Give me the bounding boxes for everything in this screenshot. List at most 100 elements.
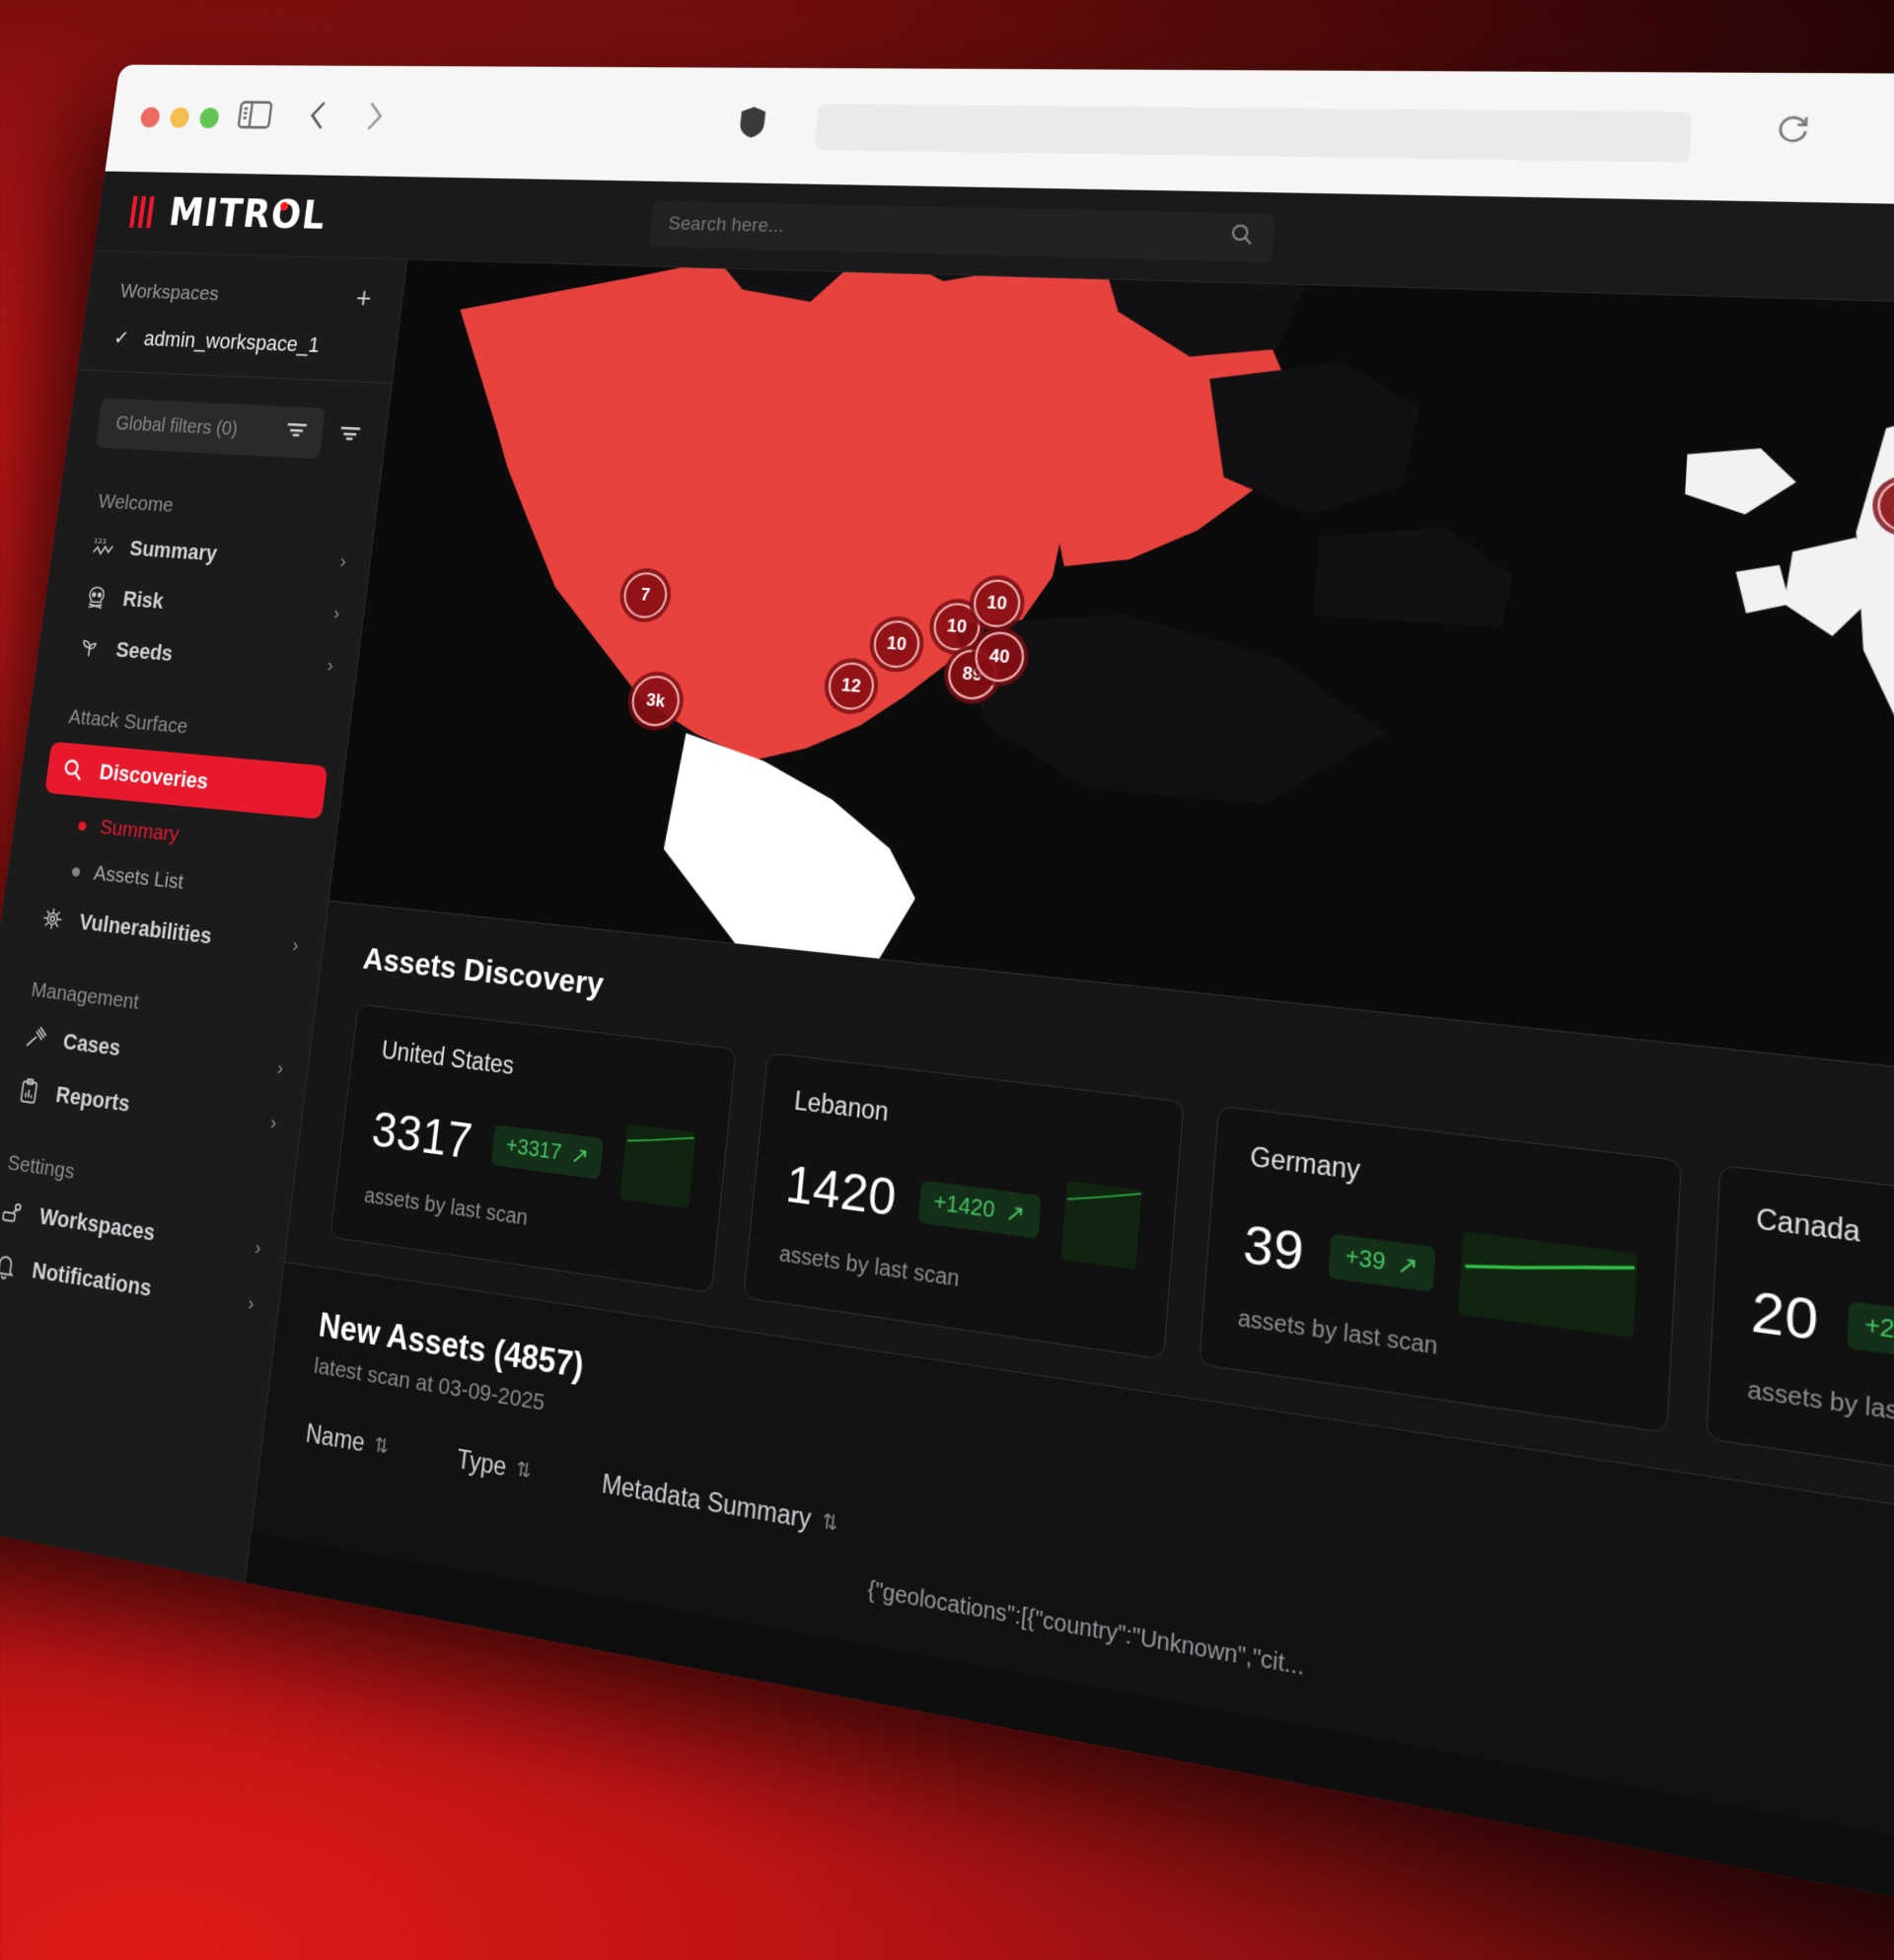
delta-value: +1420 <box>932 1190 995 1224</box>
sidebar-toggle-icon[interactable] <box>235 99 274 135</box>
sidebar-item-label: Notifications <box>31 1257 153 1303</box>
zoom-window-button[interactable] <box>198 108 220 128</box>
column-label: Name <box>304 1418 366 1458</box>
delta-value: +39 <box>1345 1244 1387 1276</box>
map-marker-label: 3k <box>629 674 682 728</box>
country-value: 1420 <box>783 1153 899 1229</box>
sort-icon[interactable]: ⇅ <box>373 1433 391 1459</box>
shield-icon <box>737 106 768 145</box>
country-card[interactable]: Canada 20 +20 ↗ a <box>1705 1165 1894 1516</box>
gavel-icon <box>24 1023 50 1053</box>
sidebar-item-label: Cases <box>61 1028 121 1061</box>
bullet-icon <box>72 867 81 877</box>
sort-icon[interactable]: ⇅ <box>515 1458 533 1485</box>
trend-up-icon: ↗ <box>570 1141 591 1171</box>
country-name: Lebanon <box>793 1086 1147 1160</box>
address-bar[interactable] <box>814 104 1692 162</box>
search-icon <box>60 756 86 783</box>
country-card[interactable]: United States 3317 +3317 ↗ <box>329 1004 736 1294</box>
global-filters-input[interactable]: Global filters (0) <box>96 398 326 459</box>
sidebar-item-label: Workspaces <box>37 1202 156 1247</box>
screenshot-stage: MITROL Search here... Workspaces + <box>0 0 1894 1263</box>
workspace-icon <box>0 1197 26 1227</box>
numbers-chart-icon: 123 <box>91 534 116 560</box>
global-search-input[interactable]: Search here... <box>649 200 1275 262</box>
sparkline <box>1060 1181 1142 1270</box>
sidebar-item-label: Summary <box>128 536 219 566</box>
logo-bars-icon <box>129 195 155 228</box>
check-icon: ✓ <box>112 326 130 350</box>
filter-icon[interactable] <box>283 419 310 446</box>
skull-icon <box>84 584 109 611</box>
map-marker-label: 10 <box>872 619 922 670</box>
chevron-right-icon: › <box>326 655 334 678</box>
delta-value: +3317 <box>505 1133 563 1166</box>
chevron-right-icon: › <box>338 551 347 574</box>
add-workspace-button[interactable]: + <box>355 289 373 309</box>
workspace-name: admin_workspace_1 <box>143 327 322 358</box>
sprout-icon <box>77 634 103 661</box>
global-filters-row: Global filters (0) <box>66 370 392 472</box>
forward-icon[interactable] <box>360 100 388 137</box>
global-search-placeholder: Search here... <box>667 213 784 238</box>
chevron-right-icon: › <box>254 1237 262 1262</box>
sidebar-item-label: Risk <box>121 586 165 615</box>
reload-icon[interactable] <box>1774 112 1812 152</box>
sidebar-item-label: Vulnerabilities <box>78 908 214 950</box>
bug-icon <box>39 905 65 933</box>
country-value: 20 <box>1750 1277 1821 1354</box>
sort-icon[interactable]: ⇅ <box>821 1509 839 1537</box>
country-card[interactable]: Germany 39 +39 ↗ <box>1199 1106 1682 1434</box>
delta-badge: +20 ↗ <box>1847 1300 1894 1362</box>
delta-badge: +1420 ↗ <box>918 1180 1042 1238</box>
sparkline <box>1458 1231 1638 1338</box>
trend-up-icon: ↗ <box>1396 1249 1419 1281</box>
country-value: 3317 <box>369 1100 475 1171</box>
delta-badge: +3317 ↗ <box>491 1125 604 1179</box>
close-window-button[interactable] <box>140 108 162 128</box>
bell-icon <box>0 1251 19 1281</box>
table-column-metadata-summary[interactable]: Metadata Summary ⇅ <box>601 1469 839 1540</box>
country-value: 39 <box>1241 1211 1306 1283</box>
brand-logo[interactable]: MITROL <box>97 189 413 240</box>
main-content: 7 3k 12 10 10 89 <box>246 177 1894 1960</box>
chevron-right-icon: › <box>247 1292 255 1317</box>
back-icon[interactable] <box>304 100 331 137</box>
sidebar-item-label: Reports <box>54 1081 131 1118</box>
browser-window: MITROL Search here... Workspaces + <box>0 65 1894 1960</box>
country-name: United States <box>380 1036 701 1104</box>
chevron-right-icon: › <box>291 934 300 958</box>
column-label: Type <box>456 1444 508 1483</box>
search-icon[interactable] <box>1228 222 1255 253</box>
table-column-name[interactable]: Name ⇅ <box>304 1418 390 1462</box>
brand-wordmark: MITROL <box>167 190 328 238</box>
country-footer: assets by last scan <box>1747 1377 1894 1469</box>
map-marker-label: 12 <box>827 661 876 711</box>
trend-up-icon: ↗ <box>1004 1198 1026 1229</box>
workspaces-label: Workspaces <box>119 280 221 306</box>
minimize-window-button[interactable] <box>169 108 190 128</box>
country-name: Germany <box>1249 1141 1640 1222</box>
delta-value: +20 <box>1864 1312 1894 1347</box>
map-marker-label: 7 <box>621 571 669 619</box>
table-column-type[interactable]: Type ⇅ <box>456 1444 534 1488</box>
country-card[interactable]: Lebanon 1420 +1420 ↗ <box>743 1053 1185 1360</box>
column-label: Metadata Summary <box>601 1469 813 1536</box>
sidebar-item-label: Discoveries <box>98 759 209 795</box>
chevron-right-icon: › <box>332 603 341 625</box>
workspaces-header: Workspaces + <box>87 252 406 313</box>
map-marker-label: 40 <box>973 630 1026 684</box>
map-marker-label: 10 <box>972 578 1022 628</box>
window-traffic-lights[interactable] <box>140 108 220 129</box>
chevron-right-icon: › <box>269 1112 278 1135</box>
sidebar-item-label: Seeds <box>114 637 174 667</box>
sparkline <box>619 1125 695 1208</box>
map-marker-label: 13 <box>1876 479 1894 534</box>
application-root: MITROL Search here... Workspaces + <box>0 172 1894 1960</box>
global-filters-label: Global filters (0) <box>114 412 239 441</box>
clipboard-icon <box>16 1076 42 1106</box>
filter-settings-icon[interactable] <box>336 422 363 448</box>
bullet-icon <box>78 821 87 831</box>
sidebar-subitem-label: Summary <box>99 816 181 847</box>
chevron-right-icon: › <box>276 1057 285 1081</box>
